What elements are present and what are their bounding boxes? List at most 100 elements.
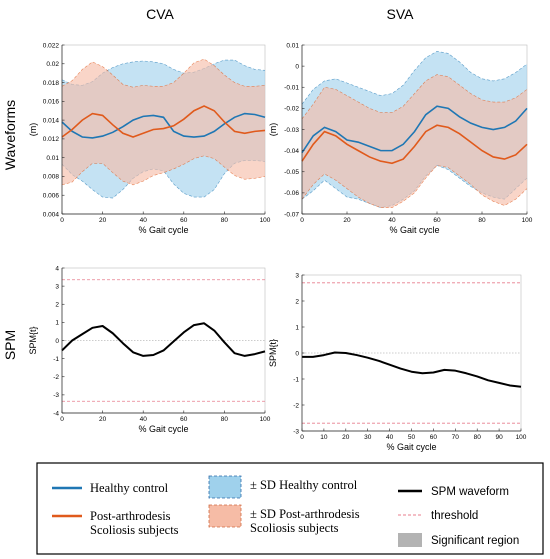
y-tick-label: 0.004	[43, 211, 60, 218]
healthy-sd-upper	[301, 51, 528, 105]
x-tick-label: 0	[300, 434, 304, 441]
y-tick-label: 0.014	[43, 117, 60, 124]
y-tick-label: -0.01	[284, 85, 299, 92]
scoliosis-sd-lower	[61, 155, 266, 186]
x-tick-label: 100	[260, 217, 271, 224]
x-tick-label: 40	[140, 217, 148, 224]
legend-threshold-label: threshold	[431, 510, 478, 522]
y-tick-label: 0.012	[43, 136, 60, 143]
x-tick-label: 30	[364, 434, 372, 441]
legend-sd-scoliosis-label-1: ± SD Post-arthrodesis	[250, 507, 360, 521]
y-tick-label: 2	[295, 298, 299, 305]
y-tick-label: 3	[295, 272, 299, 279]
y-tick-label: 0	[295, 350, 299, 357]
x-tick-label: 10	[320, 434, 328, 441]
x-tick-label: 40	[386, 434, 394, 441]
y-axis-label: (m)	[268, 123, 278, 137]
legend: Healthy control Post-arthrodesis Scolios…	[36, 462, 544, 555]
x-tick-label: 80	[478, 217, 486, 224]
x-tick-label: 60	[180, 416, 188, 423]
cva-waveforms-chart: 0 20 40 60 80 100 0.004 0.006 0.008 0.01 0.012 0.01…	[28, 42, 271, 235]
y-tick-label: -0.07	[284, 211, 299, 218]
x-axis-label: % Gait cycle	[389, 225, 439, 235]
x-axis-label: % Gait cycle	[386, 442, 436, 452]
legend-spm-label: SPM waveform	[431, 486, 509, 498]
scoliosis-sd-upper	[301, 74, 528, 120]
x-tick-label: 100	[260, 416, 271, 423]
y-tick-label: 0.01	[286, 42, 299, 49]
y-tick-label: 0	[295, 63, 299, 70]
y-tick-label: -1	[293, 376, 299, 383]
y-tick-label: 0.022	[43, 42, 60, 49]
y-tick-label: 0.02	[46, 61, 59, 68]
x-tick-label: 60	[433, 217, 441, 224]
y-tick-label: 2	[55, 302, 59, 309]
y-axis-label: SPM{t}	[268, 339, 278, 367]
y-tick-label: -0.02	[284, 106, 299, 113]
scoliosis-sd-lower	[301, 165, 528, 208]
x-tick-label: 80	[221, 416, 229, 423]
x-tick-label: 90	[495, 434, 503, 441]
y-tick-label: -4	[53, 410, 59, 417]
cva-spm-chart: 0 20 40 60 80 100 -4 -3 -2 -1 0 1 2 3 4 % Gait cycle SPM…	[28, 265, 271, 434]
x-tick-label: 20	[342, 434, 350, 441]
y-tick-label: -0.05	[284, 169, 299, 176]
x-tick-label: 100	[516, 434, 527, 441]
x-tick-label: 70	[452, 434, 460, 441]
legend-frame	[36, 462, 544, 555]
x-tick-label: 80	[474, 434, 482, 441]
row-title-spm: SPM	[2, 330, 18, 360]
legend-sd-scoliosis-swatch	[208, 504, 242, 528]
y-axis-label: (m)	[28, 123, 38, 137]
x-tick-label: 20	[343, 217, 351, 224]
x-tick-label: 0	[60, 416, 64, 423]
x-tick-label: 0	[300, 217, 304, 224]
legend-significant-label: Significant region	[431, 535, 519, 547]
x-tick-label: 80	[221, 217, 229, 224]
y-tick-label: 0.006	[43, 193, 60, 200]
legend-scoliosis-label-1: Post-arthrodesis	[90, 509, 171, 523]
legend-sd-healthy-label: ± SD Healthy control	[250, 478, 358, 492]
sva-waveforms-chart: 0 20 40 60 80 100 -0.07 -0.06 -0.05 -0.04 -0.03 -0.…	[268, 42, 533, 235]
legend-significant-swatch	[398, 533, 422, 547]
col-title-sva: SVA	[387, 6, 415, 22]
y-tick-label: -0.04	[284, 148, 299, 155]
y-tick-label: 0.018	[43, 80, 60, 87]
x-tick-label: 20	[99, 416, 107, 423]
x-tick-label: 40	[140, 416, 148, 423]
x-axis-label: % Gait cycle	[138, 225, 188, 235]
col-title-cva: CVA	[146, 6, 174, 22]
x-axis-label: % Gait cycle	[138, 424, 188, 434]
legend-healthy-label: Healthy control	[90, 481, 169, 495]
x-tick-label: 100	[522, 217, 533, 224]
x-tick-label: 20	[99, 217, 107, 224]
y-tick-label: 0	[55, 338, 59, 345]
x-tick-label: 60	[180, 217, 188, 224]
y-tick-label: 1	[295, 324, 299, 331]
y-tick-label: -0.06	[284, 190, 299, 197]
y-axis-label: SPM{t}	[28, 326, 38, 354]
scoliosis-sd-band	[62, 59, 265, 185]
legend-sd-healthy-swatch	[208, 475, 242, 499]
y-tick-label: -1	[53, 356, 59, 363]
y-tick-label: -2	[293, 402, 299, 409]
y-tick-label: 1	[55, 320, 59, 327]
legend-sd-scoliosis-label-2: Scoliosis subjects	[250, 521, 339, 535]
y-tick-label: -3	[293, 428, 299, 435]
y-tick-label: 0.016	[43, 99, 60, 106]
legend-scoliosis-label-2: Scoliosis subjects	[90, 523, 179, 537]
x-tick-label: 0	[60, 217, 64, 224]
y-tick-label: 0.008	[43, 174, 60, 181]
x-tick-label: 60	[430, 434, 438, 441]
sva-spm-chart: 0 10 20 30 40 50 60 70 80 90 100 -3 -2 -1 0 1 2 3 % Gait c…	[268, 272, 527, 452]
y-tick-label: -3	[53, 392, 59, 399]
y-tick-label: -0.03	[284, 127, 299, 134]
y-tick-label: 0.01	[46, 155, 59, 162]
x-tick-label: 40	[388, 217, 396, 224]
x-tick-label: 50	[408, 434, 416, 441]
y-tick-label: -2	[53, 374, 59, 381]
y-tick-label: 4	[55, 265, 59, 272]
y-tick-label: 3	[55, 283, 59, 290]
row-title-waveforms: Waveforms	[2, 100, 18, 170]
